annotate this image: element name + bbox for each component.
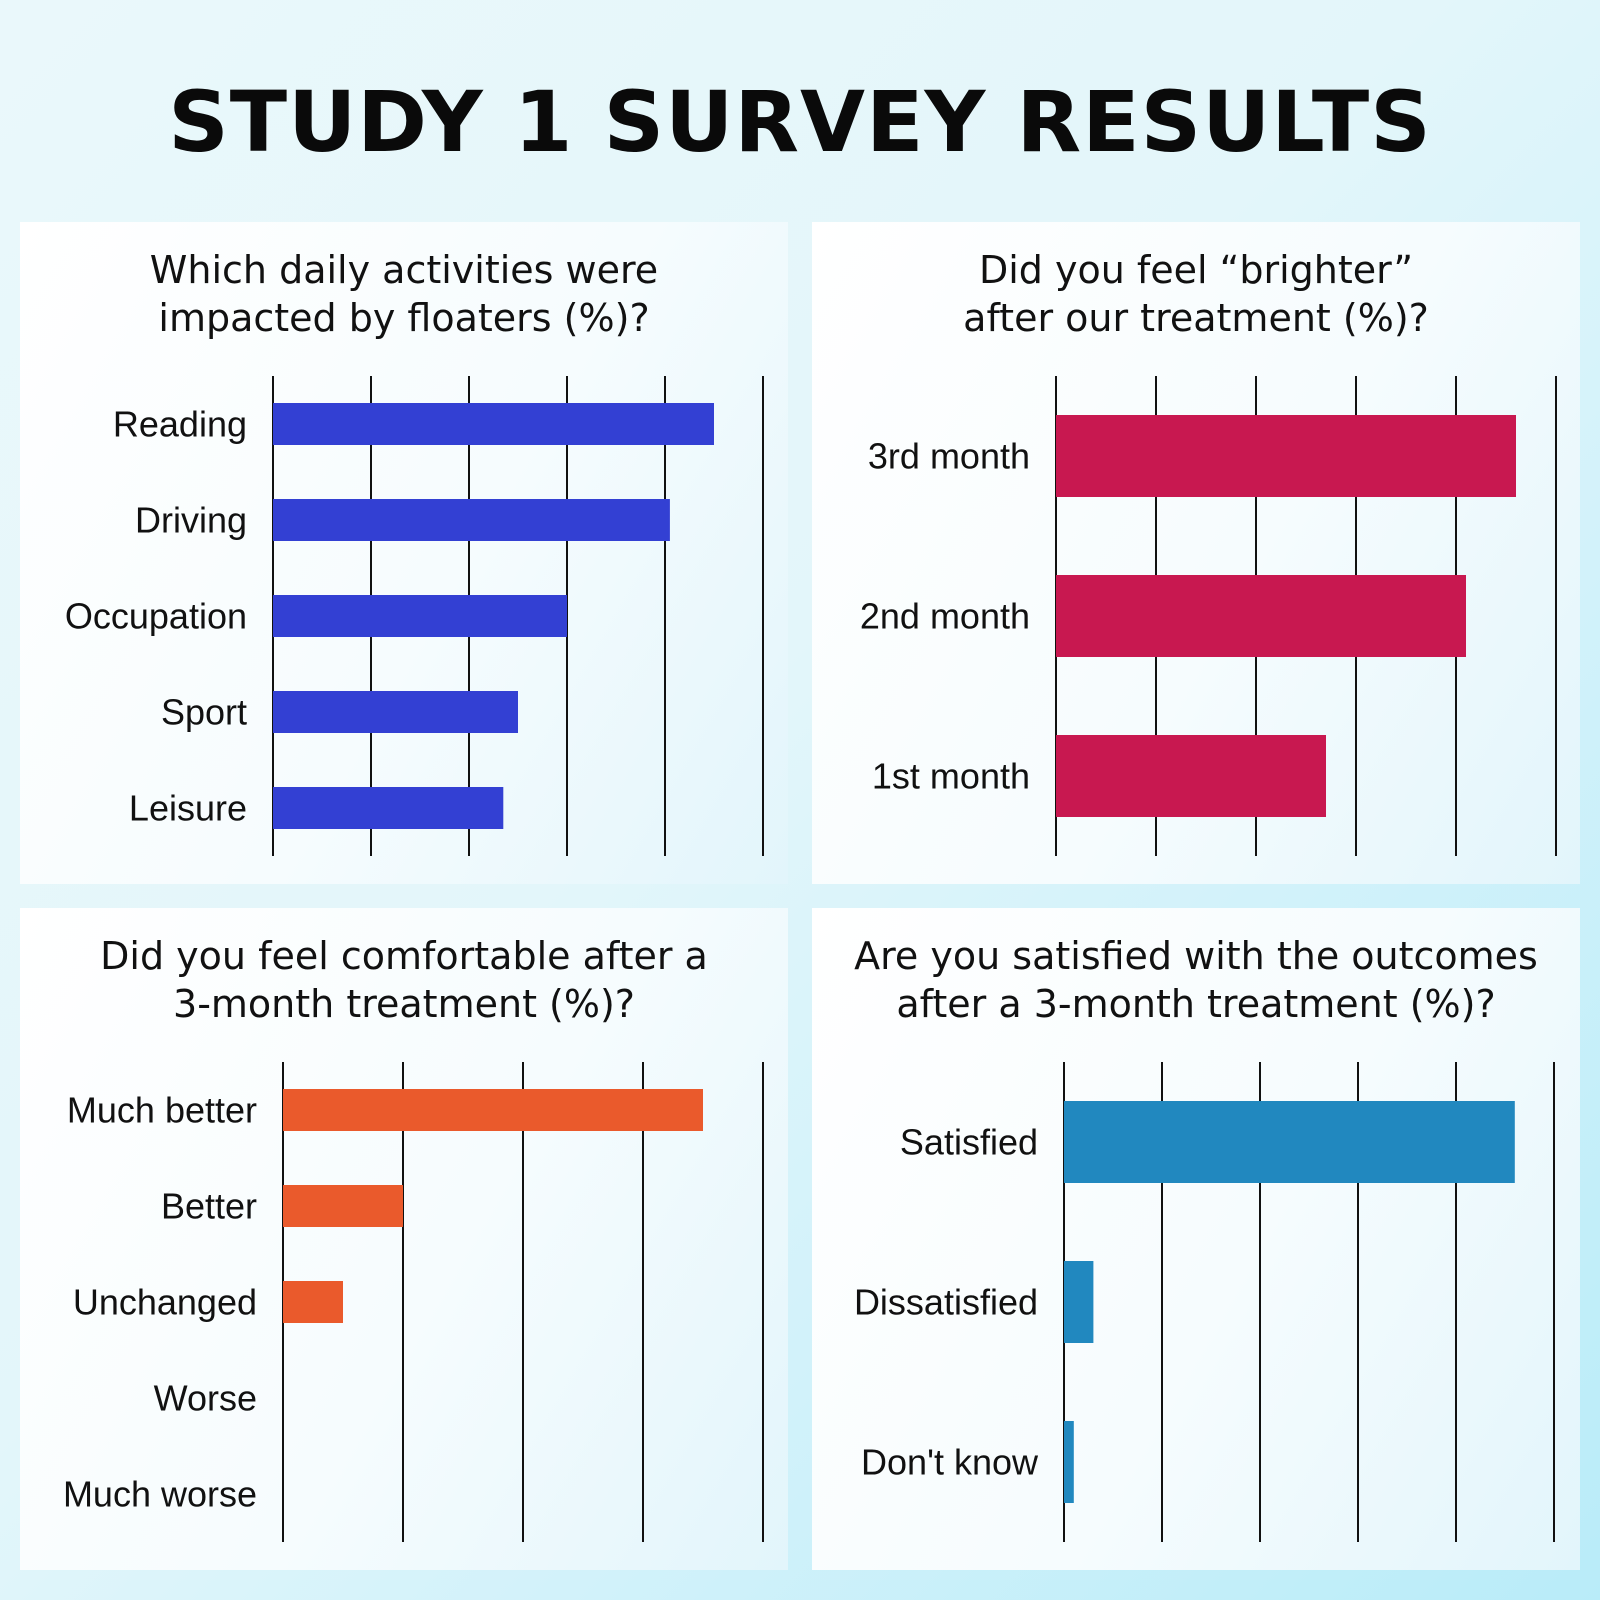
category-label: Driving (135, 500, 247, 541)
bar-much-better (283, 1089, 703, 1131)
category-label: Occupation (65, 596, 247, 637)
category-label: Unchanged (73, 1282, 257, 1323)
bar-chart-brighter: 3rd month 2nd month 1st month (860, 376, 1557, 856)
category-label: 3rd month (868, 436, 1030, 477)
main-title: STUDY 1 SURVEY RESULTS (168, 73, 1432, 171)
chart-title: Are you satisfied with the outcomes afte… (854, 934, 1538, 1026)
category-label: Reading (113, 404, 247, 445)
chart-panel-satisfied: Are you satisfied with the outcomes afte… (812, 908, 1580, 1570)
category-label: Leisure (129, 788, 247, 829)
category-label: Don't know (861, 1442, 1039, 1483)
category-label: Much worse (63, 1474, 257, 1515)
bar-1st-month (1056, 735, 1326, 817)
category-label: 2nd month (860, 596, 1030, 637)
bar-driving (273, 499, 670, 541)
category-label: Worse (154, 1378, 257, 1419)
chart-panel-comfortable: Did you feel comfortable after a 3-month… (20, 908, 788, 1570)
chart-title: Which daily activities were impacted by … (149, 248, 659, 340)
bar-chart-satisfied: Satisfied Dissatisfied Don't know (854, 1062, 1555, 1542)
bar-satisfied (1064, 1101, 1515, 1183)
bar-unchanged (283, 1281, 343, 1323)
category-label: Much better (67, 1090, 257, 1131)
bar-chart-daily-activities: Reading Driving Occupation Sport Leisure (65, 376, 764, 856)
category-label: Dissatisfied (854, 1282, 1038, 1323)
category-label: Sport (161, 692, 247, 733)
bar-2nd-month (1056, 575, 1466, 657)
category-label: Satisfied (900, 1122, 1038, 1163)
bar-occupation (273, 595, 567, 637)
chart-panel-brighter: Did you feel “brighter” after our treatm… (812, 222, 1580, 884)
bar-leisure (273, 787, 504, 829)
bar-sport (273, 691, 518, 733)
bar-reading (273, 403, 714, 445)
category-label: Better (161, 1186, 257, 1227)
bar-3rd-month (1056, 415, 1516, 497)
category-label: 1st month (872, 756, 1030, 797)
chart-title: Did you feel “brighter” after our treatm… (963, 248, 1429, 340)
bar-don-t-know (1064, 1421, 1074, 1503)
bar-chart-comfortable: Much better Better Unchanged Worse Much wors… (63, 1062, 764, 1542)
bar-dissatisfied (1064, 1261, 1094, 1343)
bar-better (283, 1185, 403, 1227)
chart-panel-daily-activities: Which daily activities were impacted by … (20, 222, 788, 884)
chart-title: Did you feel comfortable after a 3-month… (100, 934, 708, 1026)
